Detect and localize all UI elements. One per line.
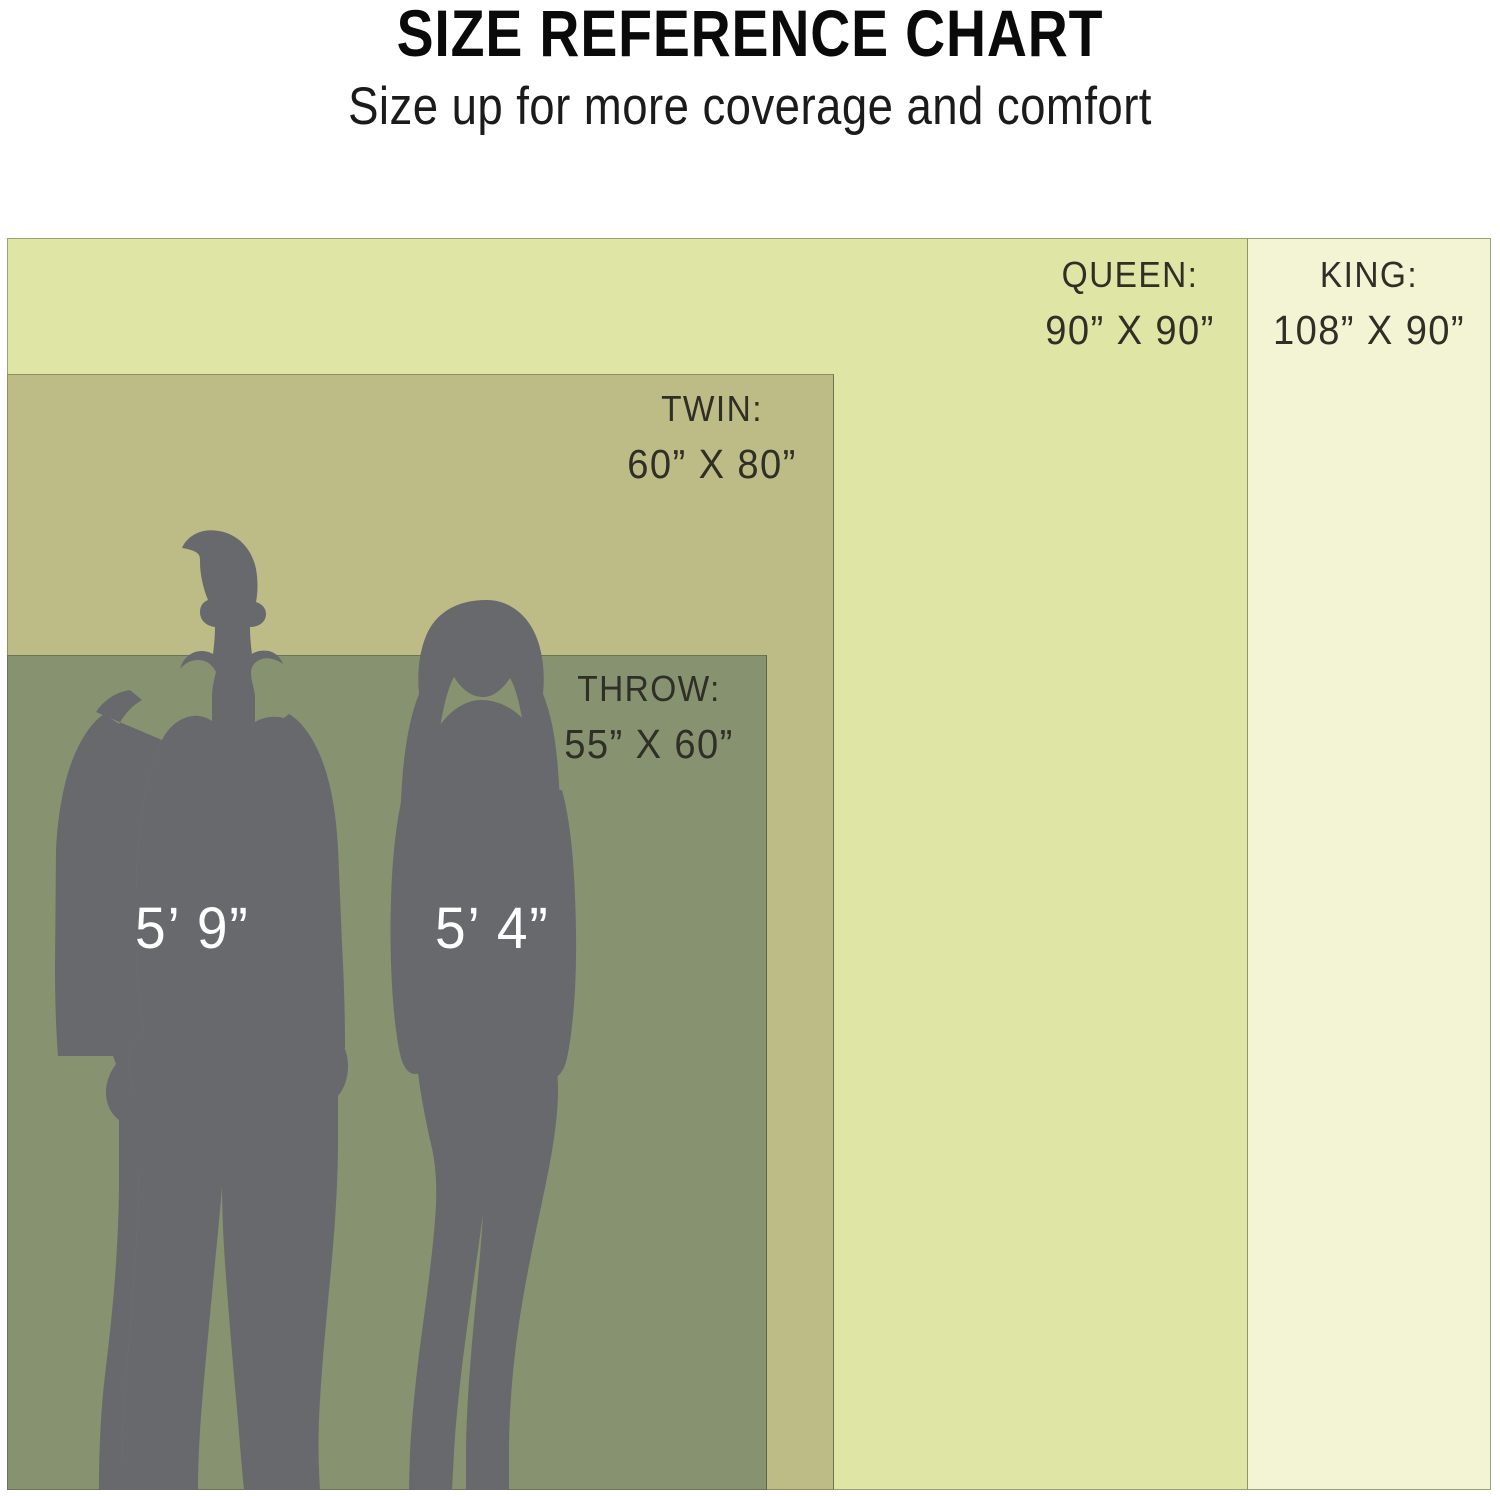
size-label-king-dimensions: 108” X 90” — [1272, 307, 1465, 354]
size-label-king: KING: 108” X 90” — [1252, 252, 1486, 357]
size-label-king-name: KING: — [1319, 254, 1419, 295]
size-label-twin: TWIN: 60” X 80” — [600, 386, 824, 491]
size-label-throw-dimensions: 55” X 60” — [564, 721, 734, 768]
size-label-queen-dimensions: 90” X 90” — [1045, 307, 1215, 354]
page-subtitle: Size up for more coverage and comfort — [348, 77, 1152, 136]
size-block-throw[interactable] — [7, 655, 767, 1490]
size-label-throw: THROW: 55” X 60” — [540, 666, 758, 771]
size-label-twin-name: TWIN: — [661, 388, 763, 429]
size-label-twin-dimensions: 60” X 80” — [627, 441, 797, 488]
height-label-woman: 5’ 4” — [435, 896, 550, 961]
size-block-king[interactable] — [1247, 238, 1491, 1490]
page-title: SIZE REFERENCE CHART — [396, 0, 1104, 70]
chart-header: SIZE REFERENCE CHART Size up for more co… — [0, 0, 1500, 238]
size-label-queen: QUEEN: 90” X 90” — [1020, 252, 1240, 357]
size-label-throw-name: THROW: — [577, 668, 721, 709]
size-label-queen-name: QUEEN: — [1061, 254, 1199, 295]
height-label-man: 5’ 9” — [135, 896, 250, 961]
